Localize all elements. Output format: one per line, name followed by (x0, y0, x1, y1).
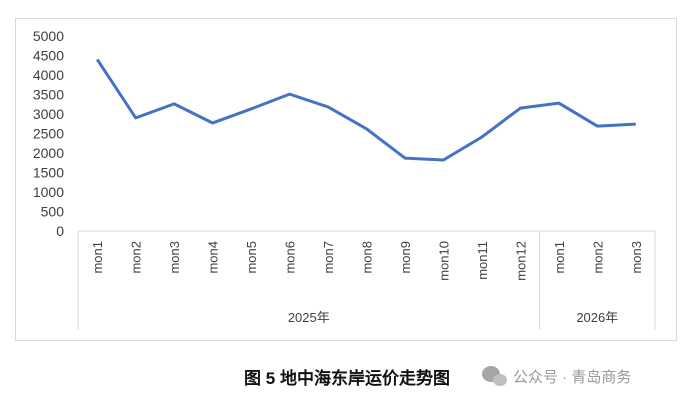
y-tick-label: 0 (56, 223, 64, 239)
y-tick-label: 2500 (33, 126, 64, 142)
y-tick-label: 4000 (33, 67, 64, 83)
y-tick-label: 5000 (33, 28, 64, 44)
x-tick-label: mon2 (590, 241, 605, 274)
group-label: 2025年 (288, 310, 330, 325)
caption: 图 5 地中海东岸运价走势图 (244, 368, 450, 388)
y-tick-label: 4500 (33, 48, 64, 64)
x-tick-label: mon8 (360, 241, 375, 274)
x-tick-label: mon3 (629, 241, 644, 274)
watermark-icon (482, 366, 507, 386)
x-tick-label: mon10 (436, 241, 451, 281)
x-tick-label: mon7 (321, 241, 336, 274)
x-tick-label: mon6 (283, 241, 298, 274)
chart-frame (15, 18, 677, 341)
y-tick-label: 3000 (33, 106, 64, 122)
x-tick-label: mon1 (90, 241, 105, 274)
x-tick-label: mon12 (513, 241, 528, 281)
y-tick-label: 500 (41, 204, 65, 220)
y-tick-label: 3500 (33, 87, 64, 103)
group-label: 2026年 (576, 310, 618, 325)
watermark: 公众号 · 青岛商务 (513, 369, 631, 386)
y-tick-label: 1500 (33, 165, 64, 181)
x-tick-label: mon2 (129, 241, 144, 274)
x-tick-label: mon9 (398, 241, 413, 274)
x-tick-label: mon5 (244, 241, 259, 274)
x-tick-label: mon1 (552, 241, 567, 274)
y-tick-label: 1000 (33, 184, 64, 200)
x-tick-label: mon4 (206, 241, 221, 274)
x-tick-label: mon11 (475, 241, 490, 280)
line (95, 58, 636, 162)
x-tick-label: mon3 (167, 241, 182, 274)
y-tick-label: 2000 (33, 145, 64, 161)
